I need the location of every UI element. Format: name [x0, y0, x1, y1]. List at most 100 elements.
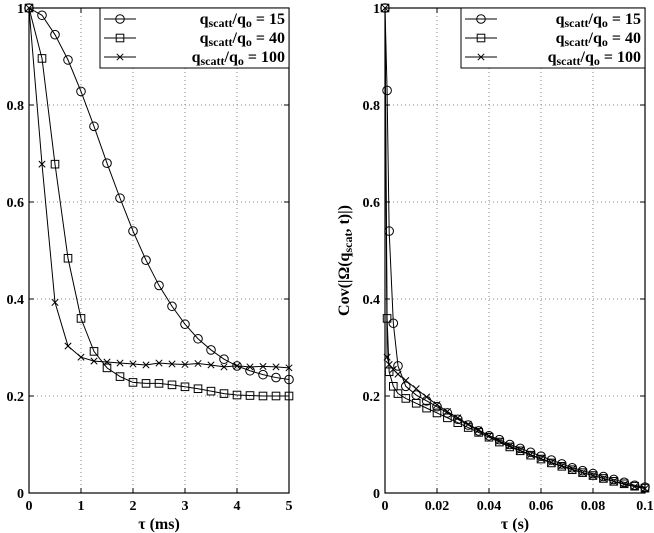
- data-point: [271, 372, 281, 383]
- data-point: [219, 354, 229, 364]
- data-point: [63, 55, 73, 65]
- data-point: [246, 363, 254, 371]
- data-point: [588, 471, 598, 480]
- data-point: [233, 362, 241, 370]
- data-point: [258, 369, 268, 380]
- data-point: [432, 408, 442, 418]
- x-axis-label: τ (s): [501, 516, 529, 533]
- data-point: [245, 391, 255, 400]
- data-point: [389, 382, 398, 391]
- data-point: [423, 393, 431, 401]
- data-point: [128, 378, 138, 387]
- data-point: [76, 314, 86, 323]
- data-point: [599, 474, 607, 483]
- data-point: [485, 432, 493, 440]
- legend-entry: qscatt/qo = 15: [200, 11, 285, 30]
- data-point: [412, 385, 420, 393]
- data-point: [51, 298, 59, 306]
- data-point: [258, 391, 268, 401]
- legend-entry: qscatt/qo = 15: [556, 11, 641, 30]
- gridlines: [385, 8, 645, 493]
- legend-marker: [477, 53, 485, 61]
- data-point: [259, 362, 267, 370]
- x-tick-label: 0.06: [529, 499, 554, 514]
- data-point: [401, 381, 411, 392]
- y-axis-label: Cov(|Ω(qscat, t)|): [336, 205, 355, 316]
- data-point: [167, 301, 177, 312]
- data-point: [578, 468, 587, 477]
- y-tick-label: 0.6: [7, 196, 25, 211]
- data-point: [537, 455, 545, 463]
- x-tick-label: 4: [234, 499, 241, 514]
- data-point: [422, 403, 431, 413]
- x-tick-label: 2: [130, 499, 137, 514]
- legend-marker: [115, 33, 125, 43]
- data-point: [557, 462, 567, 471]
- data-point: [402, 376, 410, 385]
- chart-panel-2: 0 0.02 0.04 0.06 0.08 0.1 0 0.2 0.4 0.6 0.8 1 qscatt…: [336, 2, 654, 533]
- data-point: [393, 389, 403, 398]
- y-tick-label: 0.2: [7, 390, 25, 405]
- series-2: [380, 3, 650, 493]
- data-point: [631, 483, 639, 491]
- data-point: [464, 420, 472, 428]
- data-point: [516, 446, 524, 454]
- legend-marker: [115, 14, 125, 24]
- x-tick-label: 0: [382, 499, 389, 514]
- data-point: [411, 398, 421, 408]
- y-tick-label: 0.2: [363, 390, 381, 405]
- x-tick-label: 0.1: [636, 499, 654, 514]
- data-point: [271, 391, 281, 401]
- gridlines: [29, 8, 289, 493]
- data-point: [579, 469, 587, 477]
- data-point: [128, 226, 138, 236]
- data-point: [167, 380, 177, 390]
- data-point: [272, 363, 280, 371]
- data-point: [505, 442, 515, 452]
- data-point: [37, 10, 47, 21]
- data-point: [558, 462, 566, 470]
- x-tick-label: 0.08: [581, 499, 606, 514]
- data-point: [547, 458, 555, 466]
- data-point: [536, 454, 546, 464]
- data-point: [219, 389, 229, 398]
- data-point: [388, 318, 399, 329]
- x-tick-label: 0.04: [477, 499, 502, 514]
- data-point: [495, 437, 503, 445]
- data-point: [115, 372, 125, 381]
- data-point: [141, 255, 151, 266]
- data-point: [393, 361, 403, 371]
- data-point: [154, 379, 164, 388]
- series-line: [384, 7, 646, 488]
- data-point: [102, 158, 112, 168]
- data-point: [89, 347, 99, 356]
- data-point: [454, 414, 462, 422]
- legend-entry: qscatt/qo = 100: [548, 49, 641, 68]
- data-point: [103, 358, 111, 366]
- data-point: [568, 465, 576, 473]
- y-tick-label: 0: [17, 487, 24, 502]
- legend-marker: [116, 53, 124, 61]
- data-point: [206, 386, 216, 396]
- x-tick-label: 3: [182, 499, 189, 514]
- data-point: [453, 418, 463, 427]
- data-point: [547, 458, 556, 468]
- legend-box: [99, 7, 290, 69]
- series-line: [384, 7, 646, 489]
- data-point: [142, 361, 150, 369]
- y-tick-label: 0.4: [363, 293, 381, 308]
- data-point: [475, 426, 483, 434]
- data-point: [589, 471, 597, 480]
- plot-frame: [384, 7, 646, 494]
- data-point: [89, 121, 99, 132]
- data-point: [443, 413, 452, 423]
- data-point: [102, 363, 112, 373]
- legend-entry: qscatt/qo = 40: [556, 30, 641, 49]
- data-point: [567, 465, 577, 475]
- data-point: [90, 357, 98, 365]
- data-point: [154, 280, 164, 291]
- data-point: [193, 333, 203, 344]
